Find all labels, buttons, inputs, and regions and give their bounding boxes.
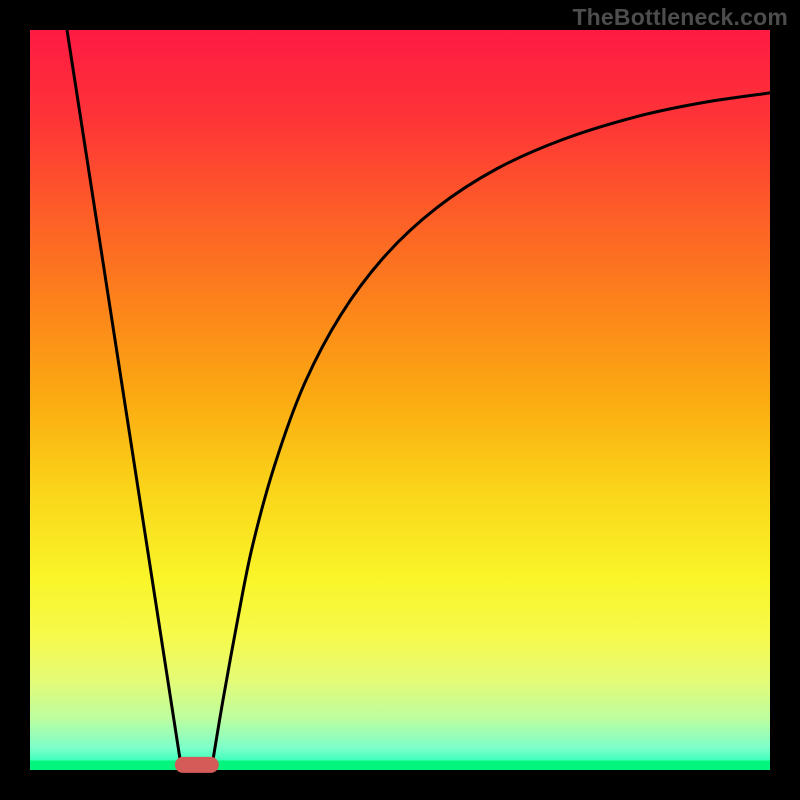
bottleneck-marker — [174, 757, 218, 773]
left-line-curve — [67, 30, 182, 770]
watermark-label: TheBottleneck.com — [572, 4, 788, 31]
curve-layer — [30, 30, 770, 770]
chart-frame: TheBottleneck.com — [0, 0, 800, 800]
right-log-curve — [211, 93, 770, 770]
plot-area — [30, 30, 770, 770]
